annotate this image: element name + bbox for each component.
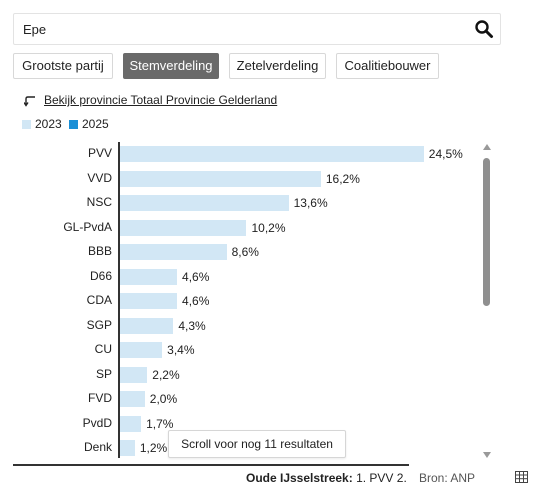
bar-category-label: GL-PvdA — [63, 219, 112, 234]
bar-value-label: 3,4% — [167, 343, 195, 357]
bar-value-label: 4,6% — [182, 294, 210, 308]
province-link-label[interactable]: Bekijk provincie Totaal Provincie Gelder… — [44, 93, 278, 107]
source-label: Bron: ANP — [419, 471, 476, 485]
bar-row[interactable]: BBB 8,6% — [0, 240, 480, 265]
bar-2023 — [120, 415, 142, 432]
bar-2023 — [120, 293, 178, 309]
bar-category-label: CDA — [86, 293, 112, 307]
bar-2023 — [120, 268, 178, 285]
bar-row[interactable]: VVD 16,2% — [0, 167, 480, 192]
bar-row[interactable]: SP 2,2% — [0, 363, 480, 388]
bar-category-label: VVD — [87, 170, 112, 185]
bar-category-label: Denk — [83, 440, 112, 454]
bar-2023 — [120, 170, 321, 187]
bar-value-label: 1,2% — [139, 441, 168, 455]
chart-axis — [118, 142, 120, 458]
bar-2023 — [120, 146, 424, 162]
search-box[interactable] — [13, 13, 501, 45]
bar-category-label: BBB — [87, 244, 112, 258]
bar-row[interactable]: D66 4,6% — [0, 265, 480, 290]
bar-category-label: SP — [95, 366, 112, 381]
tab-stemverdeling[interactable]: Stemverdeling — [123, 53, 219, 79]
legend-label-2025: 2025 — [82, 117, 109, 131]
bar-value-label: 16,2% — [325, 171, 360, 186]
bar-2023 — [120, 317, 174, 334]
scrollbar-thumb[interactable] — [483, 158, 490, 306]
bar-2023 — [120, 440, 135, 456]
search-icon[interactable] — [474, 19, 494, 39]
bar-value-label: 4,3% — [178, 318, 206, 333]
scroll-hint-tooltip: Scroll voor nog 11 resultaten — [168, 430, 346, 458]
bar-category-label: FVD — [88, 391, 112, 405]
bar-row[interactable]: GL-PvdA 10,2% — [0, 216, 480, 241]
bar-row[interactable]: NSC 13,6% — [0, 191, 480, 216]
tab-zetelverdeling[interactable]: Zetelverdeling — [229, 53, 326, 79]
scroll-down-icon[interactable] — [483, 452, 491, 458]
bar-category-label: PvdD — [82, 415, 112, 430]
bar-category-label: PVV — [87, 146, 112, 160]
bar-row[interactable]: PVV 24,5% — [0, 142, 480, 167]
bar-value-label: 4,6% — [182, 269, 210, 284]
tab-grootste-partij[interactable]: Grootste partij — [13, 53, 113, 79]
region-ticker: Oude IJsselstreek: 1. PVV 2. — [246, 470, 409, 488]
bar-row[interactable]: PvdD 1,7% — [0, 412, 480, 437]
bar-2023 — [120, 366, 148, 383]
bar-row[interactable]: CU 3,4% — [0, 338, 480, 363]
bar-row[interactable]: SGP 4,3% — [0, 314, 480, 339]
footer-divider — [13, 464, 409, 466]
legend-swatch-2025 — [69, 120, 78, 129]
bar-category-label: NSC — [86, 195, 112, 209]
bar-row[interactable]: FVD 2,0% — [0, 387, 480, 412]
return-arrow-icon — [24, 96, 35, 107]
bar-2023 — [120, 342, 163, 358]
bar-2023 — [120, 195, 289, 211]
chart-scrollbar[interactable] — [480, 144, 494, 458]
bar-value-label: 10,2% — [251, 220, 286, 235]
ticker-region-label: Oude IJsselstreek: — [246, 471, 353, 485]
legend-label-2023: 2023 — [35, 117, 62, 131]
bar-row[interactable]: CDA 4,6% — [0, 289, 480, 314]
search-input[interactable] — [14, 14, 454, 44]
bar-value-label: 24,5% — [428, 147, 463, 161]
table-icon[interactable] — [515, 471, 528, 483]
ticker-region-value: 1. PVV 2. — [356, 471, 407, 485]
tab-coalitiebouwer[interactable]: Coalitiebouwer — [336, 53, 439, 79]
bar-value-label: 2,0% — [149, 392, 178, 406]
bar-value-label: 1,7% — [146, 416, 174, 431]
bar-row[interactable]: Denk 1,2% — [0, 436, 480, 460]
bar-category-label: D66 — [89, 268, 112, 283]
bar-value-label: 8,6% — [231, 245, 259, 259]
scroll-up-icon[interactable] — [483, 144, 491, 150]
vote-distribution-chart[interactable]: PVV 24,5% VVD 16,2% NSC 13,6% GL-PvdA 10,2% BBB 8… — [0, 140, 480, 460]
bar-category-label: SGP — [86, 317, 112, 332]
bar-2023 — [120, 219, 247, 236]
bar-2023 — [120, 391, 145, 407]
legend-swatch-2023 — [22, 120, 31, 129]
bar-value-label: 13,6% — [293, 196, 328, 210]
bar-2023 — [120, 244, 227, 260]
bar-category-label: CU — [94, 342, 112, 356]
bar-value-label: 2,2% — [152, 367, 180, 382]
